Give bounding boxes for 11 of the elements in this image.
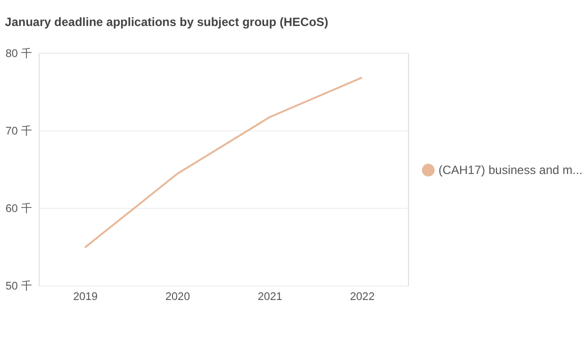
- chart-title: January deadline applications by subject group (HECoS): [4, 15, 328, 30]
- y-tick-label: 80 千: [5, 47, 32, 60]
- y-tick-label: 60 千: [5, 202, 32, 216]
- y-tick-label: 70 千: [5, 124, 32, 138]
- line-series: [84, 76, 363, 248]
- x-tick-label: 2020: [165, 290, 190, 303]
- x-tick-label: 2019: [73, 290, 98, 303]
- x-tick-label: 2021: [258, 290, 282, 303]
- x-tick-label: 2022: [350, 290, 375, 303]
- y-tick-label: 50 千: [5, 280, 32, 293]
- legend-label: (CAH17) business and m...: [438, 162, 583, 177]
